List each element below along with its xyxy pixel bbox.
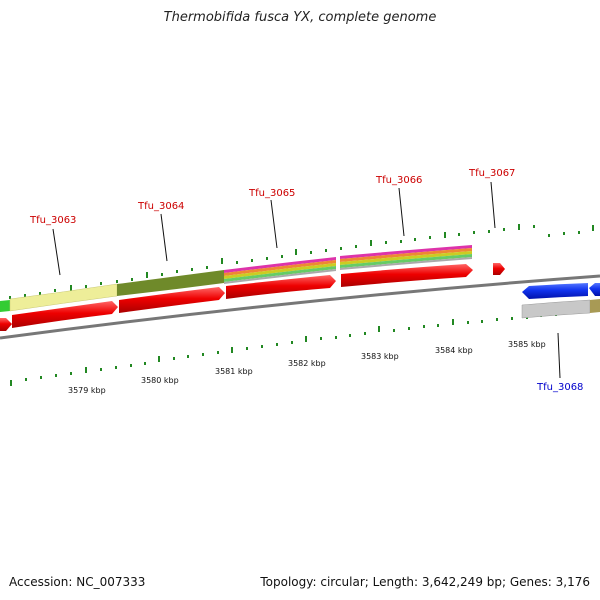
map-title: Thermobifida fusca YX, complete genome	[163, 10, 437, 25]
category-bands	[0, 245, 600, 319]
gene-labels: Tfu_3063 Tfu_3064 Tfu_3065 Tfu_3066 Tfu_…	[29, 168, 583, 393]
outer-ticks	[9, 224, 594, 299]
accession-text: Accession: NC_007333	[9, 575, 146, 589]
gene-label: Tfu_3065	[248, 188, 295, 199]
kbp-label: 3580 kbp	[141, 376, 179, 385]
gene-label: Tfu_3068	[536, 382, 583, 393]
gene-arrow-tfu-3067	[493, 263, 505, 275]
gene-arrow-partial	[0, 318, 12, 331]
gene-label: Tfu_3064	[137, 201, 184, 212]
backbone-line	[0, 274, 600, 340]
kbp-label: 3582 kbp	[288, 359, 326, 368]
kbp-label: 3584 kbp	[435, 346, 473, 355]
gene-arrow-tfu-3068	[522, 283, 588, 299]
reverse-genes	[522, 283, 600, 299]
genome-stats-text: Topology: circular; Length: 3,642,249 bp…	[260, 575, 590, 589]
inner-ticks	[10, 310, 586, 386]
kbp-label: 3579 kbp	[68, 386, 106, 395]
gene-label: Tfu_3066	[375, 175, 422, 186]
forward-genes	[0, 263, 505, 331]
gene-arrow-tfu-3065	[226, 275, 336, 299]
gene-label: Tfu_3063	[29, 215, 76, 226]
kbp-labels: 3579 kbp 3580 kbp 3581 kbp 3582 kbp 3583…	[68, 340, 546, 395]
gene-arrow-tfu-3066	[341, 264, 473, 287]
gene-arrow-tfu-3063	[12, 301, 118, 328]
gene-label: Tfu_3067	[468, 168, 515, 179]
kbp-label: 3583 kbp	[361, 352, 399, 361]
kbp-label: 3581 kbp	[215, 367, 253, 376]
kbp-label: 3585 kbp	[508, 340, 546, 349]
gene-arrow-partial-rev	[589, 283, 600, 296]
gene-arrow-tfu-3064	[119, 287, 225, 313]
label-leaders	[52, 181, 561, 379]
